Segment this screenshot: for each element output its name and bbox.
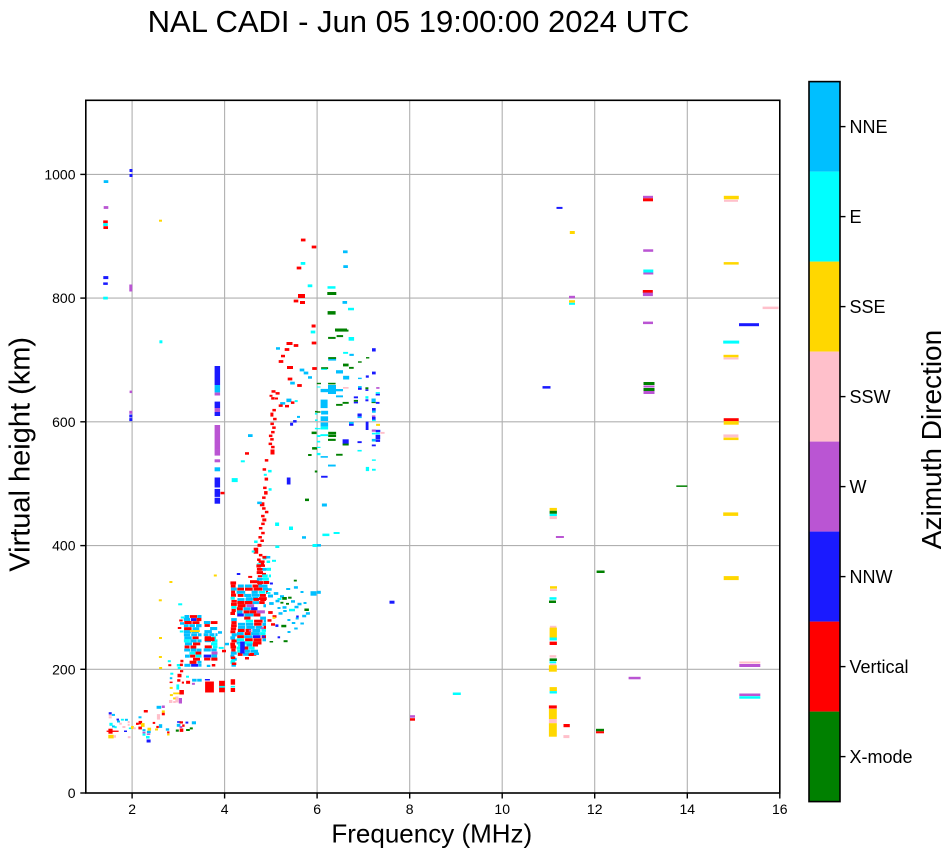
svg-text:800: 800 bbox=[52, 290, 76, 306]
svg-text:NNW: NNW bbox=[850, 567, 893, 587]
svg-text:16: 16 bbox=[772, 801, 788, 817]
svg-text:8: 8 bbox=[406, 801, 414, 817]
svg-text:2: 2 bbox=[128, 801, 136, 817]
svg-text:600: 600 bbox=[52, 414, 76, 430]
svg-text:X-mode: X-mode bbox=[850, 747, 913, 767]
svg-text:Virtual height (km): Virtual height (km) bbox=[5, 337, 37, 572]
svg-text:14: 14 bbox=[680, 801, 696, 817]
svg-text:Azimuth Direction: Azimuth Direction bbox=[916, 330, 947, 549]
svg-text:6: 6 bbox=[313, 801, 321, 817]
svg-text:10: 10 bbox=[494, 801, 510, 817]
svg-text:E: E bbox=[850, 207, 862, 227]
svg-text:W: W bbox=[850, 477, 867, 497]
svg-text:4: 4 bbox=[221, 801, 229, 817]
svg-text:NNE: NNE bbox=[850, 117, 888, 137]
svg-text:Frequency (MHz): Frequency (MHz) bbox=[331, 819, 532, 849]
svg-text:NAL CADI - Jun 05 19:00:00 202: NAL CADI - Jun 05 19:00:00 2024 UTC bbox=[148, 4, 690, 39]
svg-text:SSE: SSE bbox=[850, 297, 886, 317]
svg-text:0: 0 bbox=[68, 785, 76, 801]
svg-text:Vertical: Vertical bbox=[850, 657, 909, 677]
svg-text:12: 12 bbox=[587, 801, 603, 817]
svg-text:SSW: SSW bbox=[850, 387, 891, 407]
svg-text:1000: 1000 bbox=[44, 167, 75, 183]
svg-text:400: 400 bbox=[52, 538, 76, 554]
svg-text:200: 200 bbox=[52, 661, 76, 677]
